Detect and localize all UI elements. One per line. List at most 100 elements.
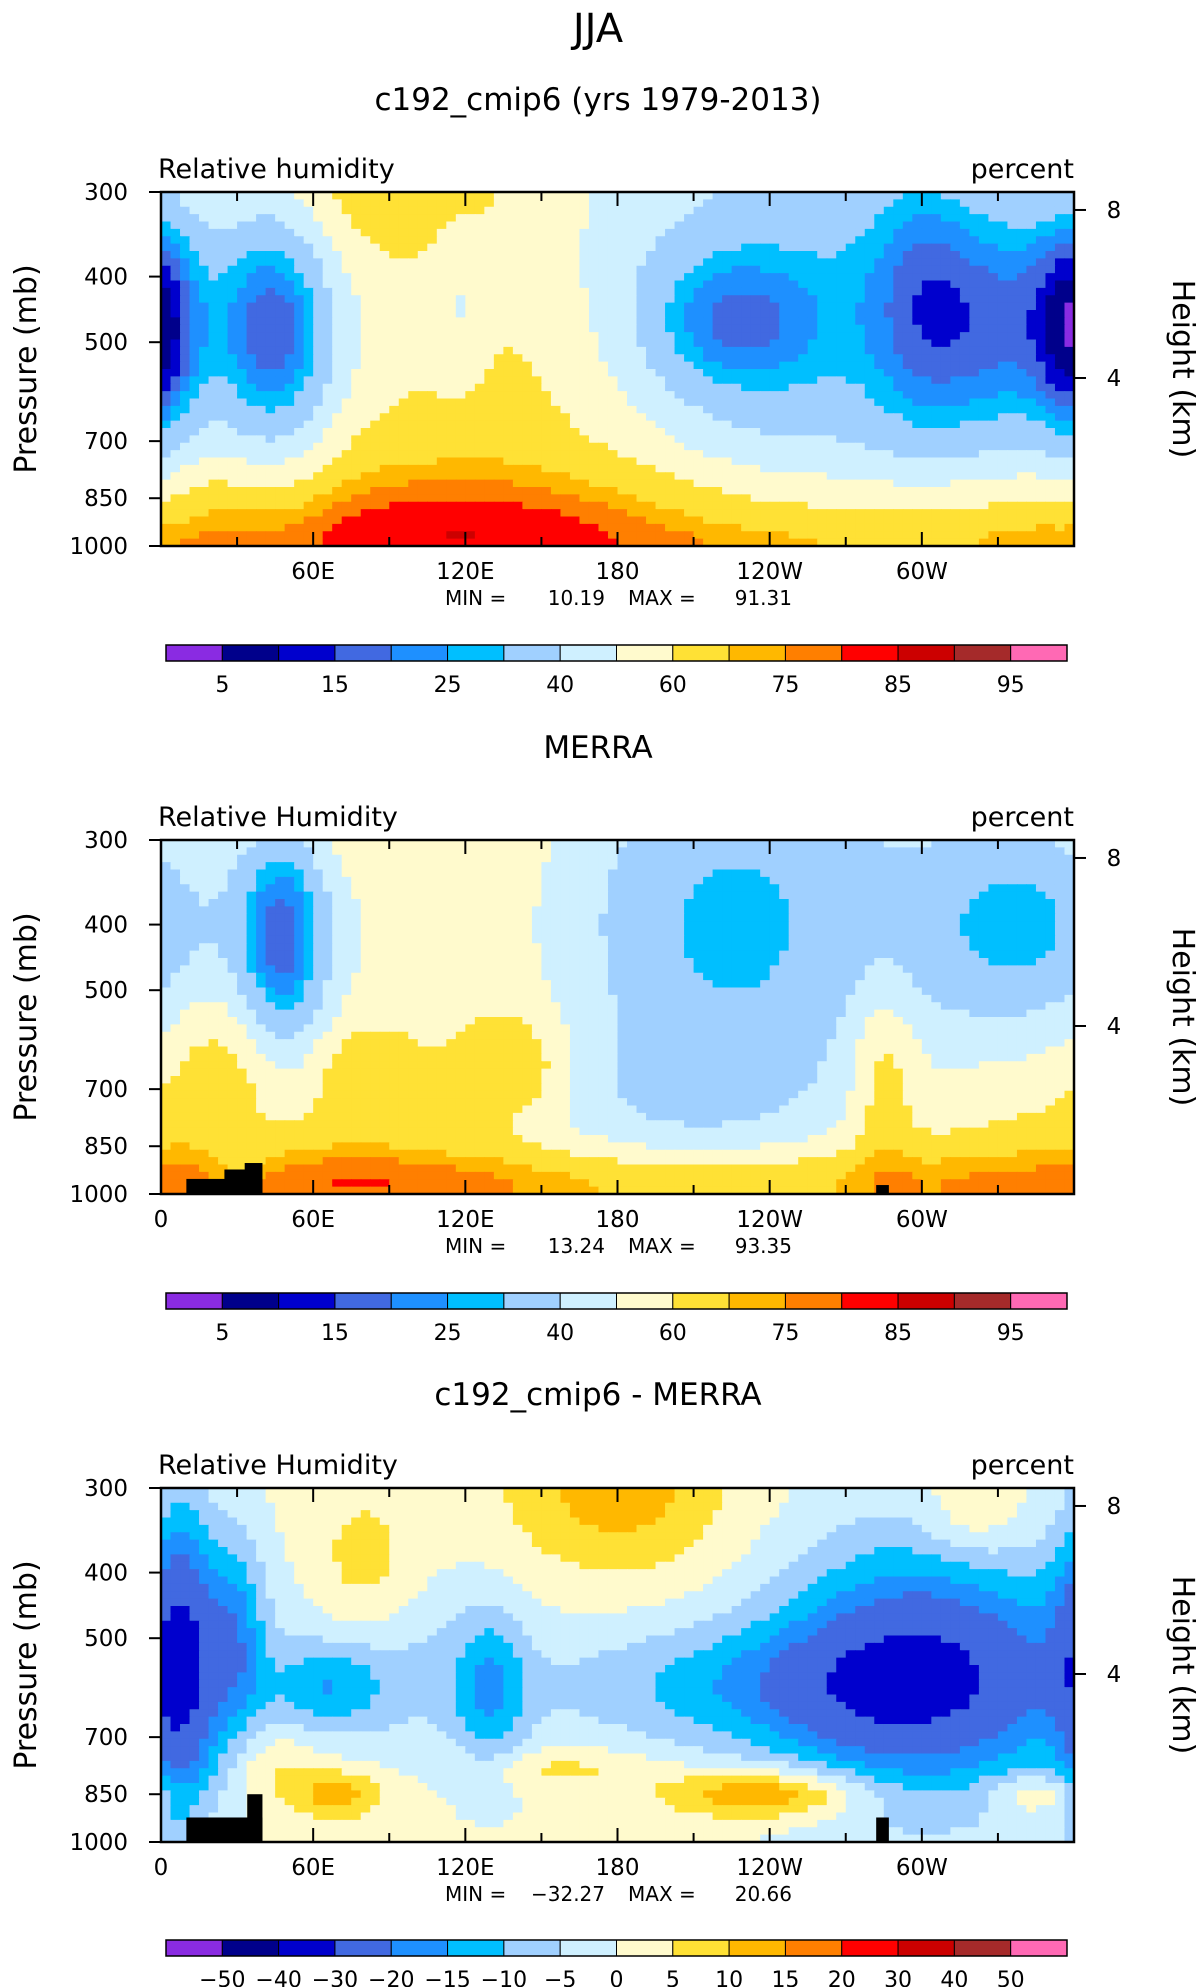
heatmap-cell — [341, 287, 352, 296]
heatmap-cell — [341, 516, 352, 525]
heatmap-cell — [227, 199, 238, 208]
heatmap-cell — [588, 523, 600, 532]
heatmap-cell — [627, 420, 638, 429]
heatmap-cell — [817, 854, 828, 863]
heatmap-cell — [722, 332, 733, 341]
heatmap-cell — [389, 442, 400, 451]
heatmap-cell — [1035, 295, 1047, 304]
heatmap-cell — [531, 324, 543, 333]
heatmap-cell — [455, 413, 466, 422]
heatmap-cell — [370, 420, 381, 429]
heatmap-cell — [883, 199, 894, 208]
heatmap-cell — [493, 258, 504, 267]
heatmap-cell — [170, 280, 181, 289]
heatmap-cell — [541, 479, 552, 488]
heatmap-cell — [550, 420, 562, 429]
heatmap-cell — [655, 405, 666, 414]
heatmap-cell — [665, 479, 676, 488]
heatmap-cell — [750, 531, 761, 540]
heatmap-cell — [655, 523, 666, 532]
heatmap-cell — [398, 287, 409, 296]
heatmap-cell — [665, 221, 676, 230]
heatmap-cell — [1054, 428, 1066, 436]
heatmap-cell — [161, 317, 172, 326]
heatmap-cell — [455, 346, 466, 355]
heatmap-cell — [931, 840, 942, 848]
heatmap-cell — [294, 494, 305, 503]
heatmap-cell — [465, 214, 476, 223]
heatmap-cell — [1045, 265, 1056, 274]
heatmap-cell — [484, 361, 495, 370]
heatmap-cell — [550, 840, 562, 848]
heatmap-cell — [1016, 516, 1028, 525]
heatmap-cell — [360, 199, 371, 208]
heatmap-cell — [389, 273, 400, 282]
heatmap-cell — [208, 361, 219, 370]
heatmap-cell — [427, 420, 438, 429]
heatmap-cell — [541, 420, 552, 429]
heatmap-cell — [1007, 251, 1018, 259]
heatmap-cell — [408, 295, 419, 304]
heatmap-cell — [313, 464, 324, 473]
heatmap-cell — [493, 287, 504, 296]
heatmap-cell — [1035, 531, 1047, 540]
heatmap-cell — [874, 420, 885, 429]
heatmap-cell — [379, 840, 390, 848]
heatmap-cell — [189, 332, 200, 341]
heatmap-cell — [208, 310, 219, 318]
heatmap-cell — [351, 295, 362, 304]
heatmap-cell — [988, 295, 999, 304]
heatmap-cell — [1045, 192, 1056, 200]
heatmap-cell — [864, 243, 875, 252]
heatmap-cell — [1064, 265, 1075, 274]
heatmap-cell — [512, 354, 523, 363]
heatmap-cell — [474, 479, 485, 488]
heatmap-cell — [436, 472, 447, 481]
heatmap-cell — [522, 310, 533, 318]
heatmap-cell — [741, 840, 752, 848]
heatmap-cell — [959, 236, 970, 245]
heatmap-cell — [864, 192, 875, 200]
heatmap-cell — [826, 324, 837, 333]
heatmap-cell — [703, 420, 714, 429]
heatmap-cell — [256, 287, 267, 296]
heatmap-cell — [769, 472, 780, 481]
heatmap-cell — [674, 228, 685, 237]
heatmap-cell — [874, 523, 885, 532]
heatmap-cell — [531, 538, 543, 547]
heatmap-cell — [550, 317, 562, 326]
heatmap-cell — [722, 450, 733, 459]
heatmap-cell — [569, 243, 581, 252]
heatmap-cell — [712, 214, 723, 223]
heatmap-cell — [180, 435, 191, 444]
heatmap-cell — [465, 346, 476, 355]
heatmap-cell — [1016, 398, 1028, 407]
heatmap-cell — [636, 236, 647, 245]
heatmap-cell — [646, 251, 657, 259]
heatmap-cell — [1007, 442, 1018, 451]
heatmap-cell — [237, 494, 248, 503]
heatmap-cell — [208, 847, 219, 856]
heatmap-cell — [341, 523, 352, 532]
heatmap-cell — [522, 854, 533, 863]
heatmap-cell — [731, 376, 742, 385]
heatmap-cell — [284, 273, 295, 282]
heatmap-cell — [1026, 199, 1037, 208]
heatmap-cell — [208, 509, 219, 518]
heatmap-cell — [1016, 280, 1028, 289]
heatmap-cell — [969, 295, 980, 304]
heatmap-cell — [208, 228, 219, 237]
heatmap-cell — [541, 346, 552, 355]
heatmap-cell — [493, 457, 504, 466]
heatmap-cell — [332, 206, 343, 215]
heatmap-cell — [931, 295, 942, 304]
heatmap-cell — [493, 509, 504, 518]
heatmap-cell — [218, 840, 229, 848]
heatmap-cell — [161, 435, 172, 444]
heatmap-cell — [522, 435, 533, 444]
heatmap-cell — [522, 354, 533, 363]
heatmap-cell — [569, 435, 581, 444]
heatmap-cell — [275, 280, 286, 289]
heatmap-cell — [674, 236, 685, 245]
